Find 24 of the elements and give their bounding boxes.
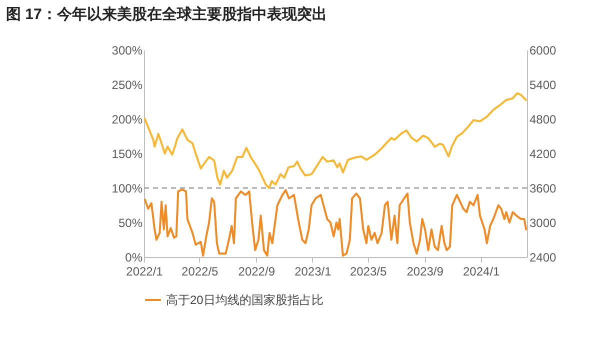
y2-tick-label: 4800 — [530, 112, 557, 126]
y-tick-label: 250% — [112, 78, 143, 92]
y2-tick-label: 2400 — [530, 250, 557, 264]
y-tick-label: 200% — [112, 112, 143, 126]
x-tick-label: 2023/1 — [294, 264, 332, 278]
y2-tick-label: 6000 — [530, 44, 557, 58]
x-tick-label: 2023/9 — [406, 264, 444, 278]
x-tick-label: 2022/9 — [238, 264, 276, 278]
chart-title: 图 17：今年以来美股在全球主要股指中表现突出 — [6, 5, 327, 23]
y-tick-label: 300% — [112, 44, 143, 58]
y2-tick-label: 3000 — [530, 216, 557, 230]
y2-tick-label: 4200 — [530, 147, 557, 161]
y-tick-label: 50% — [118, 216, 143, 230]
x-tick-label: 2024/1 — [463, 264, 500, 278]
y-tick-label: 0% — [125, 250, 143, 264]
y2-tick-label: 3600 — [530, 182, 557, 196]
y-tick-label: 100% — [112, 182, 143, 196]
x-tick-label: 2022/5 — [182, 264, 219, 278]
x-tick-label: 2023/5 — [350, 264, 387, 278]
legend-label: 高于20日均线的国家股指占比 — [166, 293, 324, 307]
y-tick-label: 150% — [112, 147, 143, 161]
line-series — [144, 92, 527, 189]
y2-tick-label: 5400 — [530, 78, 557, 92]
x-tick-label: 2022/1 — [126, 264, 164, 278]
